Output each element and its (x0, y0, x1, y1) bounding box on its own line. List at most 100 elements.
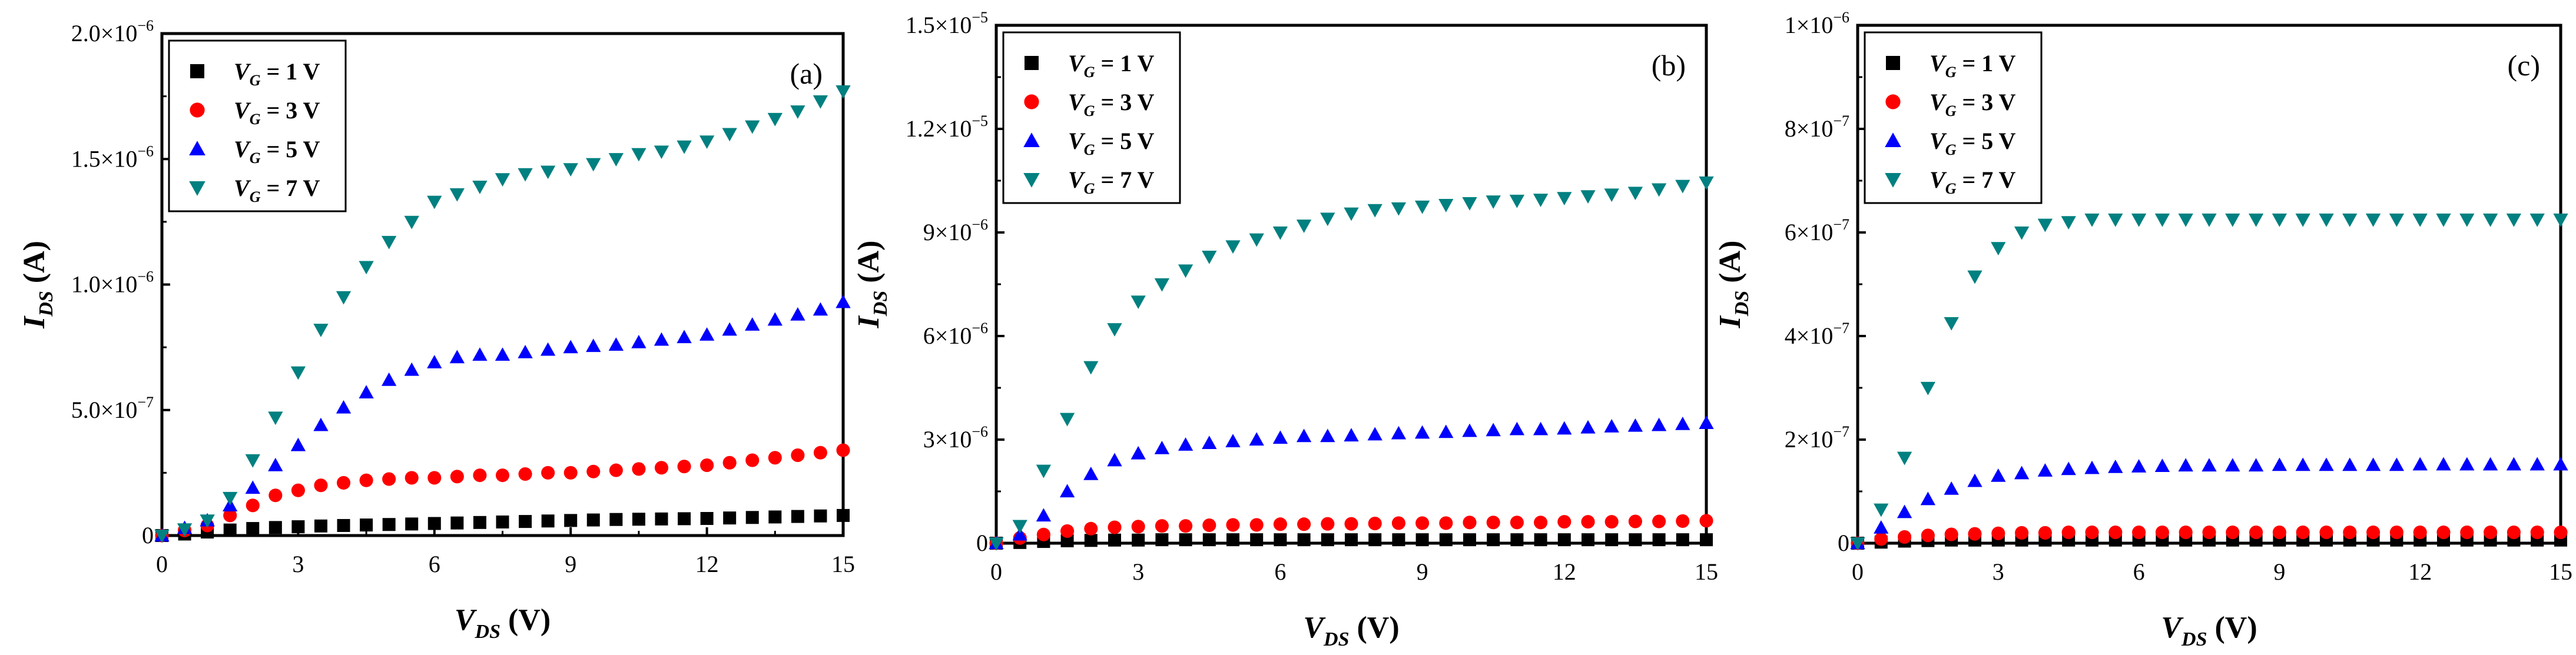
data-point (1628, 514, 1642, 528)
x-tick-label: 12 (695, 551, 719, 577)
y-tick-label: 2.0×10−6 (71, 17, 154, 46)
data-point (1344, 517, 1358, 531)
data-point (1179, 533, 1192, 547)
data-point (1463, 516, 1477, 530)
data-point (2412, 457, 2428, 471)
y-tick-label: 8×10−7 (1785, 112, 1849, 142)
data-point (1533, 194, 1549, 207)
legend-marker (1885, 132, 1901, 148)
data-point (1059, 413, 1075, 427)
data-point (472, 347, 488, 361)
data-point (1202, 250, 1217, 264)
data-point (2037, 463, 2053, 477)
x-tick-label: 3 (292, 551, 304, 577)
data-point (2436, 457, 2451, 471)
x-tick-label: 6 (2133, 558, 2145, 585)
data-point (1921, 528, 1935, 543)
data-point (654, 461, 669, 475)
data-point (1581, 515, 1595, 529)
data-point (1898, 530, 1912, 544)
data-point (700, 458, 714, 473)
data-point (2132, 525, 2146, 540)
data-point (2507, 525, 2521, 540)
y-tick-label: 5.0×10−7 (71, 394, 154, 423)
data-point (1249, 233, 1264, 247)
data-point (1438, 424, 1454, 438)
data-point (1084, 534, 1098, 547)
data-point (745, 511, 759, 524)
data-point (837, 508, 850, 522)
data-point (1155, 519, 1169, 533)
data-point (404, 215, 419, 230)
data-point (1991, 526, 2005, 540)
data-point (1178, 264, 1193, 278)
data-point (2061, 525, 2076, 540)
data-point (154, 529, 170, 543)
data-point (632, 462, 646, 476)
data-point (2155, 525, 2169, 540)
data-point (654, 145, 669, 159)
legend-marker (190, 102, 205, 118)
data-point (2365, 457, 2381, 471)
legend-label: VG = 3 V (1929, 89, 2016, 119)
data-point (2085, 525, 2099, 540)
data-point (609, 463, 623, 477)
data-point (1202, 518, 1216, 533)
x-tick-label: 0 (1852, 558, 1864, 585)
data-point (1344, 428, 1359, 442)
data-point (1557, 533, 1571, 547)
data-point (767, 112, 783, 127)
series-4 (989, 176, 1714, 551)
data-point (1699, 514, 1713, 528)
data-point (2038, 526, 2052, 540)
data-point (1108, 520, 1122, 534)
data-point (2014, 466, 2030, 480)
data-point (246, 498, 260, 513)
data-point (541, 514, 555, 528)
data-point (2296, 525, 2310, 540)
data-point (699, 135, 715, 149)
data-point (1944, 317, 1959, 331)
data-point (1920, 491, 1936, 506)
data-point (1604, 515, 1619, 529)
data-point (1462, 423, 1477, 437)
x-tick-label: 15 (1695, 558, 1718, 585)
legend-marker (1025, 56, 1039, 70)
data-point (450, 470, 464, 484)
data-point (2342, 457, 2358, 471)
x-tick-label: 9 (1417, 558, 1428, 585)
data-point (1991, 468, 2006, 482)
data-point (359, 473, 373, 487)
data-point (2389, 213, 2405, 227)
x-tick-label: 0 (990, 558, 1002, 585)
data-point (1297, 517, 1311, 531)
legend-label: VG = 3 V (234, 97, 320, 128)
data-point (586, 464, 601, 478)
data-point (1202, 435, 1217, 449)
data-point (745, 120, 760, 134)
data-point (1439, 533, 1453, 547)
data-point (1967, 270, 1982, 284)
data-point (677, 460, 691, 474)
data-point (1367, 204, 1383, 218)
legend-marker (1886, 56, 1900, 70)
data-point (2272, 525, 2286, 540)
data-point (1367, 427, 1383, 441)
data-point (700, 511, 714, 525)
y-tick-label: 6×10−6 (923, 320, 988, 349)
data-point (1675, 179, 1690, 194)
data-point (1699, 176, 1714, 190)
x-tick-label: 6 (429, 551, 440, 577)
data-point (1462, 197, 1477, 211)
series-3 (989, 415, 1714, 550)
data-point (1486, 423, 1501, 437)
series-2 (1851, 525, 2568, 550)
data-point (268, 488, 283, 503)
data-point (1557, 421, 1572, 435)
data-point (1967, 473, 1982, 487)
data-point (745, 453, 760, 467)
data-point (2131, 213, 2147, 227)
data-point (608, 153, 624, 167)
data-point (1344, 207, 1359, 221)
data-point (2366, 525, 2381, 540)
